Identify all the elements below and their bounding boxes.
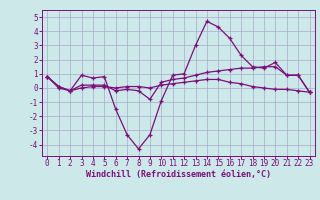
X-axis label: Windchill (Refroidissement éolien,°C): Windchill (Refroidissement éolien,°C) xyxy=(86,170,271,179)
